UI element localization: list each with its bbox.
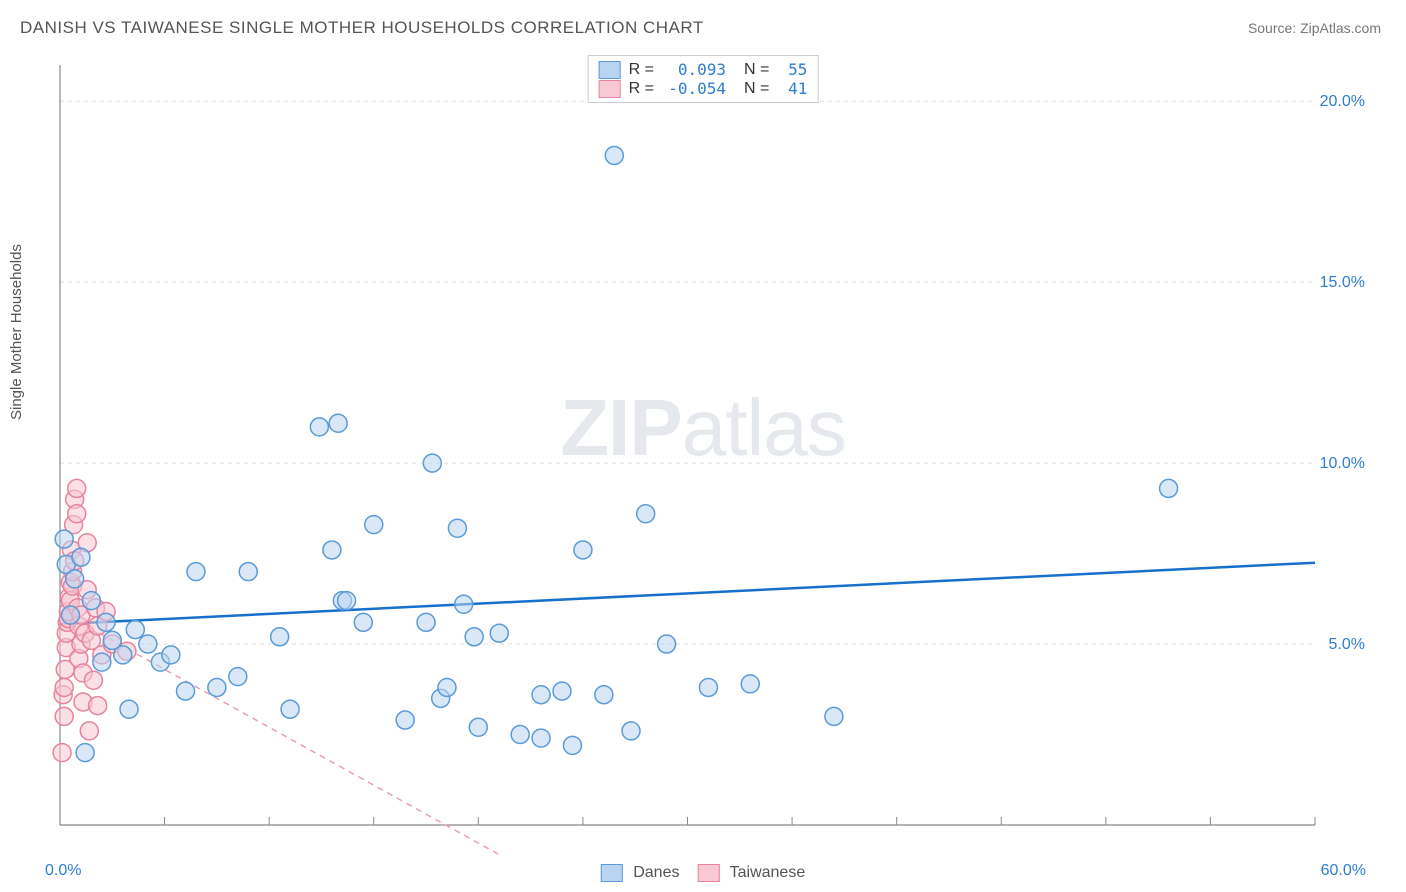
n-label: N = bbox=[744, 80, 769, 98]
legend-swatch-danes-bottom bbox=[601, 864, 623, 882]
legend-swatch-danes bbox=[599, 61, 621, 79]
legend-row-taiwanese: R = -0.054 N = 41 bbox=[599, 79, 808, 98]
r-label: R = bbox=[629, 80, 654, 98]
n-value-taiwanese: 41 bbox=[777, 79, 807, 98]
svg-text:20.0%: 20.0% bbox=[1320, 93, 1365, 110]
chart-title: DANISH VS TAIWANESE SINGLE MOTHER HOUSEH… bbox=[20, 18, 704, 38]
legend-item-taiwanese: Taiwanese bbox=[697, 864, 805, 882]
source-label: Source: ZipAtlas.com bbox=[1248, 20, 1381, 36]
r-label: R = bbox=[629, 61, 654, 79]
r-value-taiwanese: -0.054 bbox=[666, 79, 726, 98]
correlation-legend: R = 0.093 N = 55 R = -0.054 N = 41 bbox=[588, 55, 819, 103]
chart-container: DANISH VS TAIWANESE SINGLE MOTHER HOUSEH… bbox=[0, 0, 1406, 892]
svg-text:15.0%: 15.0% bbox=[1320, 274, 1365, 291]
x-axis-max-label: 60.0% bbox=[1321, 862, 1366, 880]
n-label: N = bbox=[744, 61, 769, 79]
legend-row-danes: R = 0.093 N = 55 bbox=[599, 60, 808, 79]
r-value-danes: 0.093 bbox=[666, 60, 726, 79]
plot-area: 5.0% 10.0% 15.0% 20.0% bbox=[50, 55, 1370, 855]
scatter-svg: 5.0% 10.0% 15.0% 20.0% bbox=[50, 55, 1370, 855]
legend-swatch-taiwanese bbox=[599, 80, 621, 98]
svg-text:10.0%: 10.0% bbox=[1320, 455, 1365, 472]
legend-label-danes: Danes bbox=[633, 864, 679, 881]
n-value-danes: 55 bbox=[777, 60, 807, 79]
y-axis-label: Single Mother Households bbox=[8, 244, 25, 420]
svg-text:5.0%: 5.0% bbox=[1329, 636, 1365, 653]
legend-swatch-taiwanese-bottom bbox=[697, 864, 719, 882]
legend-item-danes: Danes bbox=[601, 864, 680, 882]
legend-label-taiwanese: Taiwanese bbox=[730, 864, 806, 881]
series-legend: Danes Taiwanese bbox=[601, 864, 805, 882]
x-axis-min-label: 0.0% bbox=[45, 862, 81, 880]
